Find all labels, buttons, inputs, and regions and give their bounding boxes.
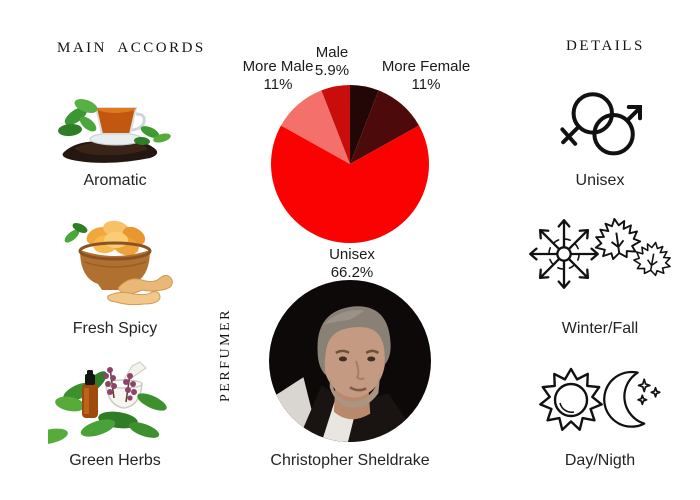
perfumer-photo: [269, 279, 431, 443]
sun-icon: [539, 367, 603, 431]
perfumer-name: Christopher Sheldrake: [270, 452, 430, 469]
pie-slice-male: [350, 85, 379, 164]
pie-label-more-male-text: More Male: [242, 58, 314, 75]
snowflake-icon: [529, 219, 599, 289]
pie-label-more-male-pct: 11%: [263, 76, 293, 93]
details-header: DETAILS: [566, 38, 645, 54]
pie-label-more-female-text: More Female: [381, 58, 471, 75]
accord-label-green-herbs: Green Herbs: [69, 452, 161, 469]
pie-label-unisex-text: Unisex: [329, 246, 375, 263]
detail-label-unisex: Unisex: [575, 172, 625, 189]
pie-label-more-male: More Male 11%: [232, 58, 324, 94]
pie-label-male: Male 5.9%: [302, 44, 362, 80]
pie-slice-unisex: [271, 125, 429, 243]
detail-season-icons: [520, 212, 680, 296]
detail-daytime-icons: [532, 360, 668, 440]
pie-label-more-female: More Female 11%: [376, 58, 476, 94]
pie-label-male-text: Male: [315, 44, 349, 61]
portrait-christopher-sheldrake: [269, 280, 431, 442]
pie-label-male-pct: 5.9%: [314, 62, 350, 79]
tea-and-mint-illustration: [58, 99, 171, 163]
pie-slice-more-female: [350, 90, 419, 164]
detail-label-winter-fall: Winter/Fall: [561, 320, 639, 337]
unisex-gender-icon: [560, 92, 642, 156]
herbs-illustration: [48, 361, 167, 444]
moon-stars-icon: [603, 370, 661, 428]
accord-label-aromatic: Aromatic: [83, 172, 147, 189]
gender-pie-chart: [271, 85, 429, 243]
accord-label-fresh-spicy: Fresh Spicy: [72, 320, 158, 337]
pie-label-more-female-pct: 11%: [411, 76, 441, 93]
main-accords-header: MAIN ACCORDS: [57, 40, 206, 56]
pie-label-unisex: Unisex 66.2%: [312, 246, 392, 282]
ginger-bowl-illustration: [64, 220, 173, 306]
perfumer-heading: PERFUMER: [218, 308, 233, 402]
detail-gender-icons: [548, 84, 652, 162]
accord-image-aromatic: [50, 86, 180, 168]
accord-image-fresh-spicy: [50, 214, 180, 312]
pie-slice-unlabeled: [321, 85, 350, 164]
maple-leaves-icon: [594, 218, 671, 277]
accord-image-green-herbs: [48, 358, 182, 444]
pie-slice-more-male: [281, 90, 350, 164]
detail-label-day-night: Day/Nigth: [564, 452, 636, 469]
pie-label-unisex-pct: 66.2%: [330, 264, 374, 281]
